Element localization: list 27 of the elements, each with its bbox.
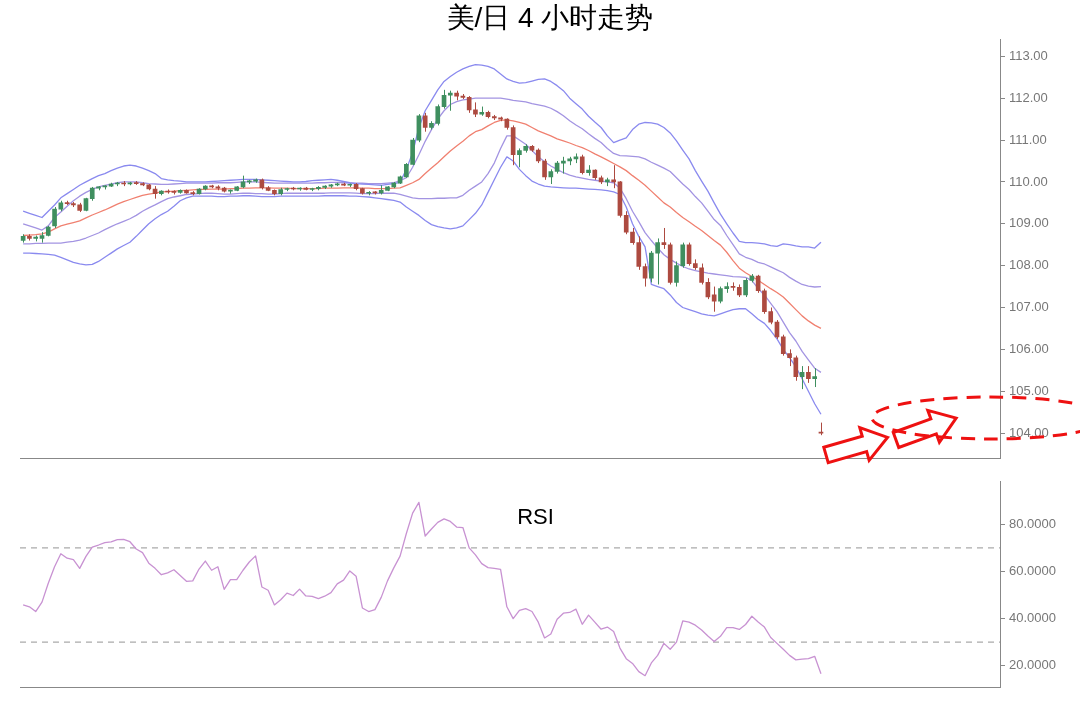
candlestick — [542, 158, 547, 181]
candlestick — [623, 210, 629, 235]
chart-title: 美/日 4 小时走势 — [446, 1, 654, 33]
y-tick-label: 111.00 — [1009, 131, 1047, 147]
candlestick — [447, 90, 453, 112]
text: RSI — [517, 503, 554, 529]
candlestick — [52, 206, 57, 229]
candlestick — [661, 227, 667, 250]
candlestick — [743, 277, 748, 298]
y-tick-label: 80.0000 — [1009, 515, 1056, 531]
candlestick — [422, 112, 428, 133]
y-tick-label: 113.00 — [1009, 47, 1048, 63]
y-tick-label: 104.00 — [1009, 424, 1049, 440]
candlestick — [642, 263, 648, 288]
y-tick-label: 106.00 — [1009, 340, 1049, 356]
y-tick-label: 20.0000 — [1009, 657, 1056, 673]
y-tick-label: 110.00 — [1009, 173, 1048, 189]
y-tick-label: 105.00 — [1009, 382, 1049, 398]
y-tick-label: 112.00 — [1009, 89, 1048, 105]
y-tick-label: 109.00 — [1009, 215, 1049, 231]
y-tick-label: 107.00 — [1009, 299, 1049, 315]
candlestick — [655, 237, 660, 285]
candlestick — [812, 367, 818, 388]
y-tick-label: 60.0000 — [1009, 563, 1056, 579]
y-tick-label: 40.0000 — [1009, 610, 1056, 626]
y-tick-label: 108.00 — [1009, 257, 1049, 273]
candlestick — [579, 154, 585, 175]
